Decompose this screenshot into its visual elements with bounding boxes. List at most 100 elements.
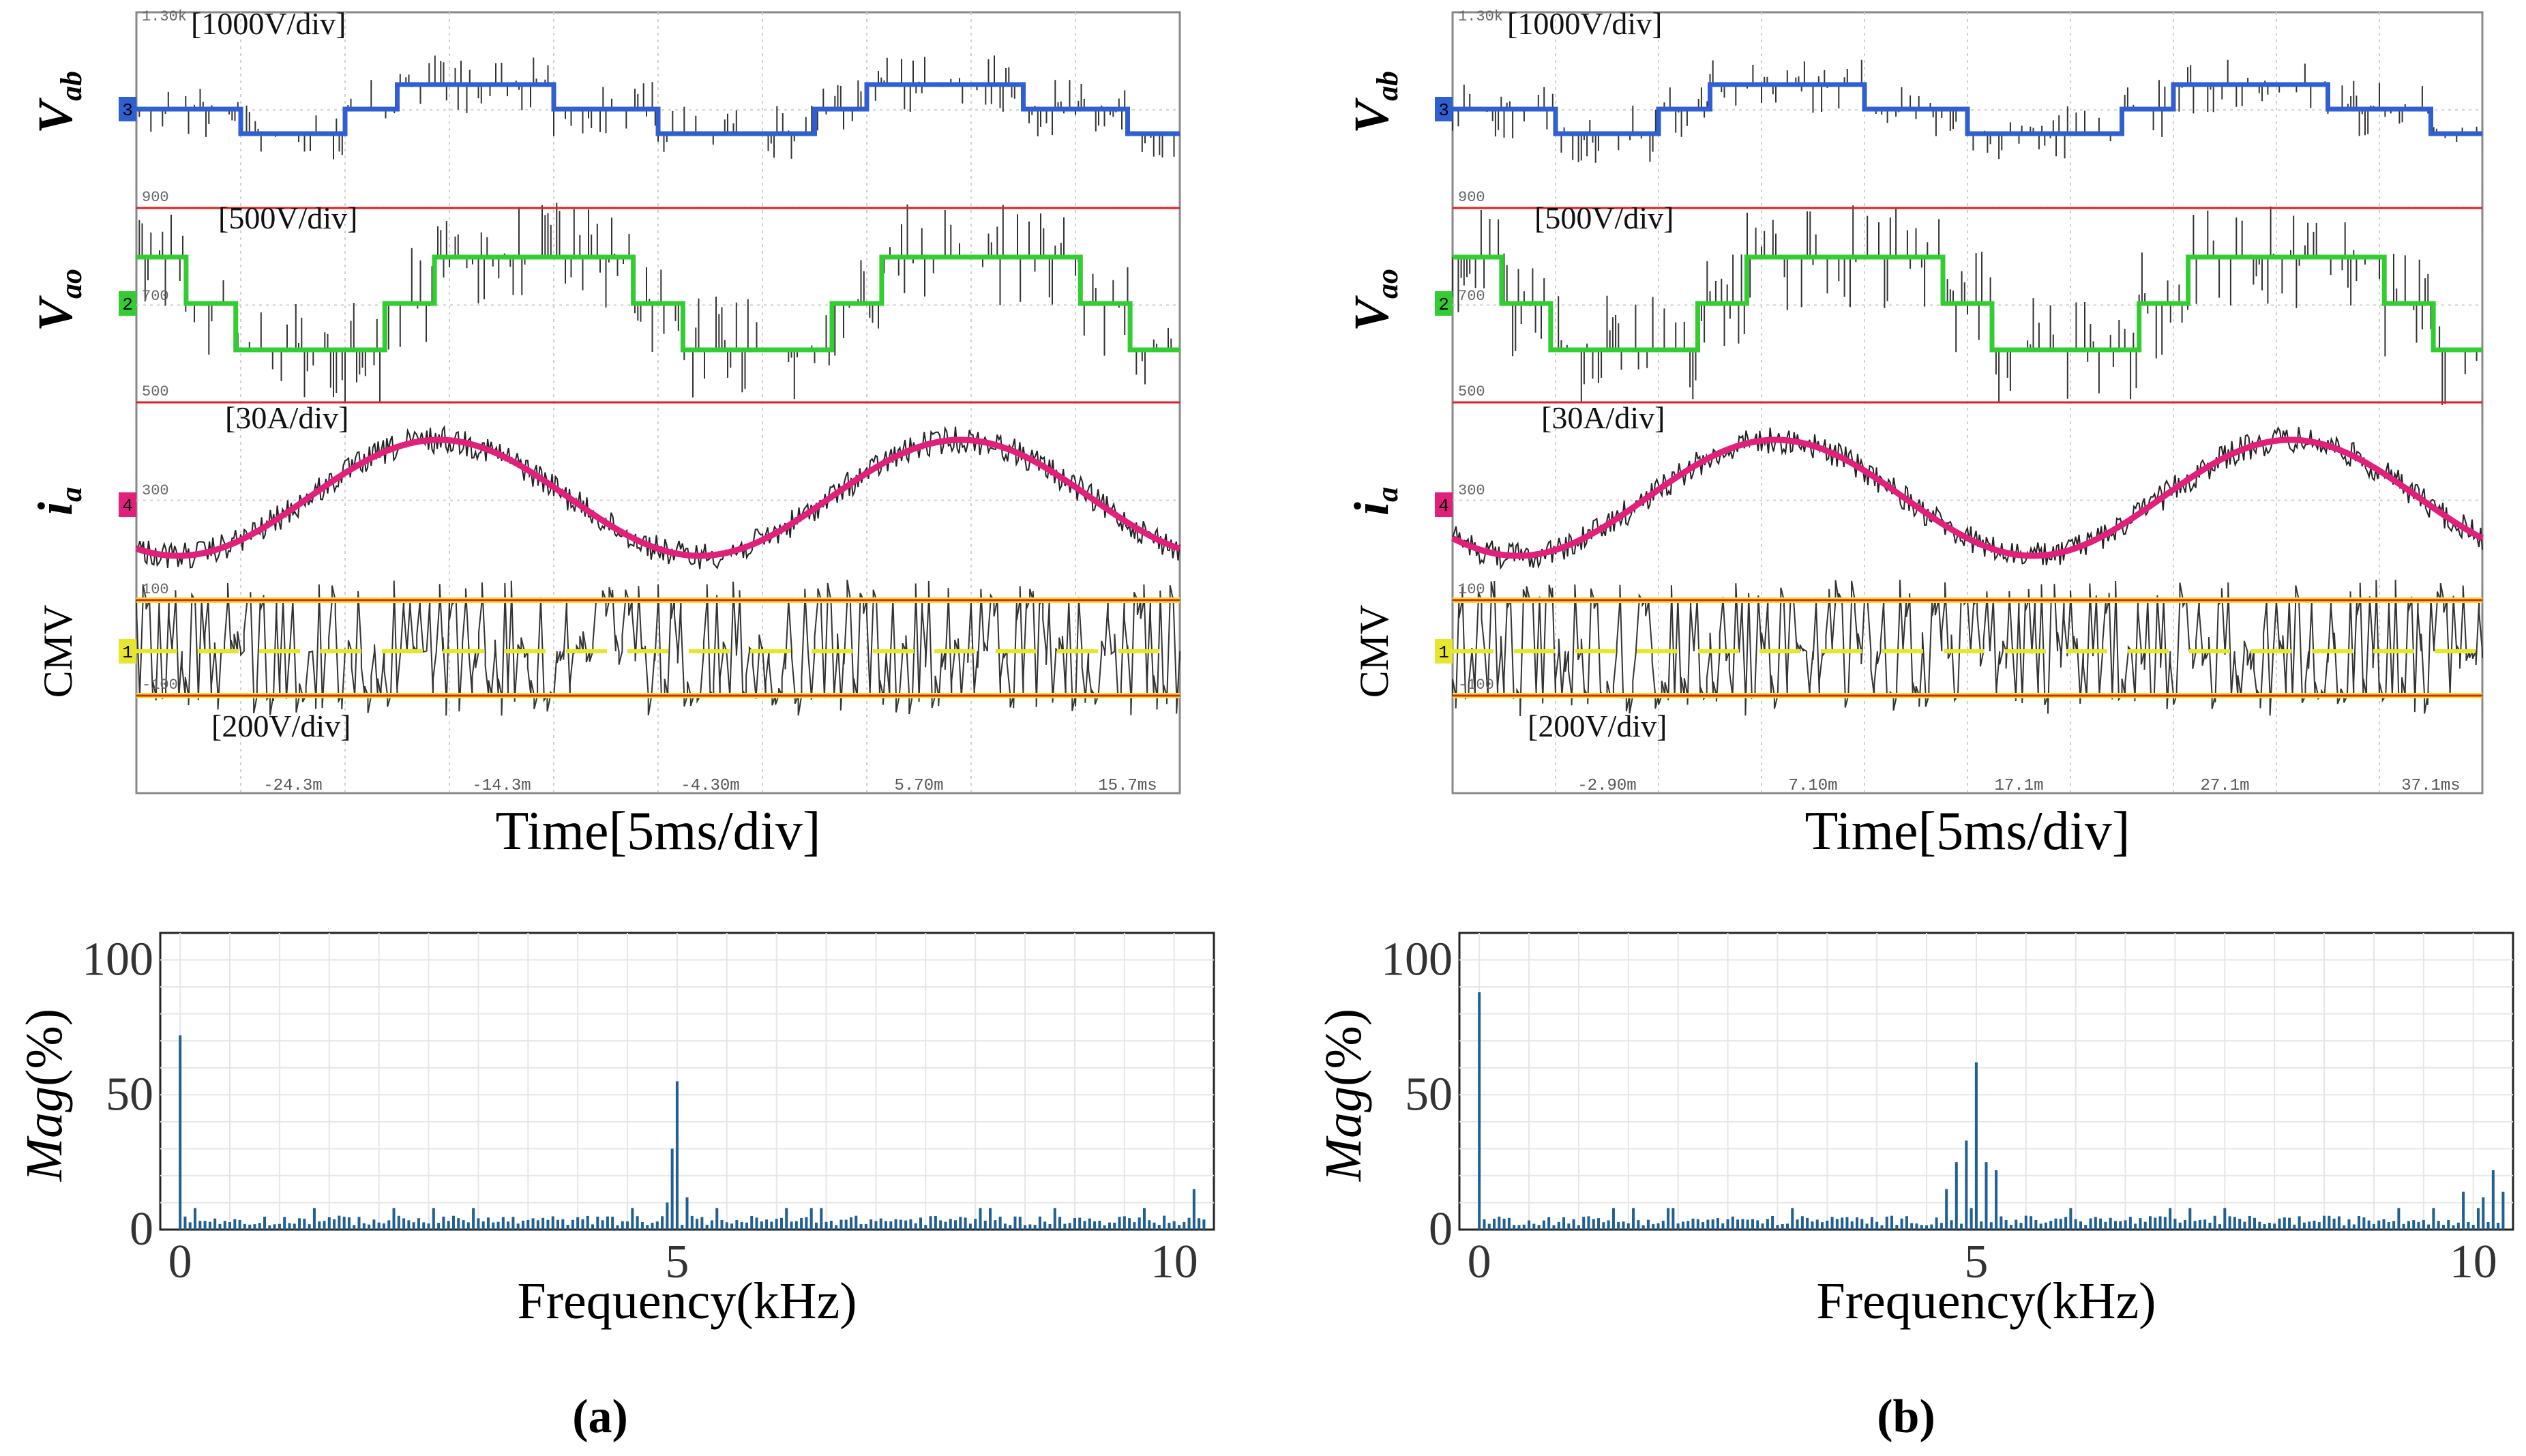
spectrum-bar bbox=[2218, 1224, 2222, 1230]
spectrum-bar bbox=[1681, 1221, 1684, 1230]
spectrum-bar bbox=[303, 1219, 306, 1230]
time-tick-label: 17.1m bbox=[1994, 777, 2043, 795]
spectrum-bar bbox=[1123, 1216, 1126, 1230]
spectrum-bar bbox=[1172, 1221, 1176, 1230]
spectrum-bar bbox=[2352, 1224, 2356, 1230]
spectrum-bar bbox=[2263, 1223, 2266, 1230]
spectrum-bar bbox=[1652, 1223, 1655, 1230]
spectrum-bar bbox=[1945, 1189, 1948, 1230]
spectrum-bar bbox=[1721, 1223, 1725, 1230]
spectrum-bar bbox=[1960, 1223, 1963, 1230]
spectrum-bar bbox=[700, 1217, 704, 1230]
spectrum-bar bbox=[1756, 1220, 1759, 1230]
spectrum-bar bbox=[1493, 1219, 1496, 1230]
spectrum-bar bbox=[914, 1223, 917, 1230]
spectrum-bar bbox=[1811, 1221, 1814, 1230]
spectrum-bar bbox=[994, 1220, 997, 1230]
spectrum-bar bbox=[2024, 1215, 2027, 1230]
spectrum-bar bbox=[1835, 1219, 1839, 1230]
spectrum-bar bbox=[1078, 1217, 1082, 1230]
spectrum-bar bbox=[392, 1208, 396, 1230]
spectrum-bar bbox=[899, 1219, 902, 1230]
scale-label: [1000V/div] bbox=[191, 6, 346, 41]
channel-marker bbox=[1435, 639, 1453, 664]
spectrum-bar bbox=[800, 1218, 803, 1230]
spectrum-bar bbox=[2253, 1217, 2257, 1230]
spectrum-bar bbox=[670, 1148, 674, 1230]
spectrum-bar bbox=[1900, 1218, 1903, 1230]
spectrum-bar bbox=[1532, 1223, 1536, 1230]
spectrum-bar bbox=[2288, 1217, 2291, 1230]
spectrum-bar bbox=[859, 1223, 863, 1230]
spectrum-bar bbox=[2358, 1216, 2361, 1230]
spectrum-bar bbox=[2238, 1219, 2242, 1230]
spectrum-bar bbox=[621, 1221, 624, 1230]
spectrum-bar bbox=[327, 1217, 331, 1230]
spectrum-bar bbox=[1841, 1217, 1844, 1230]
spectrum-bar bbox=[179, 1035, 182, 1230]
spectrum-bar bbox=[794, 1221, 798, 1230]
spectrum-bar bbox=[924, 1225, 927, 1230]
spectrum-bar bbox=[2154, 1217, 2157, 1230]
spectrum-bar bbox=[243, 1223, 246, 1230]
spectrum-bar bbox=[377, 1222, 381, 1230]
spectrum-bar bbox=[675, 1081, 679, 1230]
spectrum-bar bbox=[233, 1219, 237, 1230]
spectrum-bar bbox=[1935, 1217, 1938, 1230]
channel-name-subscript: ab bbox=[55, 71, 88, 101]
spectrum-bar bbox=[1761, 1223, 1764, 1230]
spectrum-bar bbox=[770, 1221, 773, 1230]
spectrum-bar bbox=[1676, 1223, 1680, 1230]
spectrum-bar bbox=[1038, 1216, 1041, 1230]
spectrum-bar bbox=[2462, 1191, 2465, 1230]
level-label: 1.30k bbox=[1458, 8, 1503, 25]
spectrum-bar bbox=[606, 1216, 609, 1230]
spectrum-bar bbox=[1597, 1218, 1601, 1230]
spectrum-bar bbox=[2193, 1221, 2197, 1230]
spectrum-bar bbox=[2069, 1208, 2072, 1230]
spectrum-bar bbox=[974, 1219, 977, 1230]
spectrum-bar bbox=[1702, 1222, 1705, 1230]
spectrum-bar bbox=[1895, 1225, 1899, 1230]
spectrum-bar bbox=[646, 1225, 649, 1230]
spectrum-bar bbox=[2273, 1223, 2276, 1230]
spectrum-bar bbox=[805, 1217, 808, 1230]
spectrum-bar bbox=[338, 1215, 341, 1230]
spectrum-bar bbox=[1622, 1221, 1625, 1230]
channel-name-subscript: a bbox=[55, 487, 88, 502]
spectrum-bar bbox=[551, 1216, 554, 1230]
spectrum-bar bbox=[1641, 1225, 1645, 1230]
spectrum-bar bbox=[203, 1221, 207, 1230]
spectrum-bar bbox=[2337, 1216, 2341, 1230]
spectrum-bar bbox=[318, 1221, 321, 1230]
scale-label: [500V/div] bbox=[1534, 200, 1674, 235]
spectrum-bar bbox=[1068, 1223, 1071, 1230]
scale-label: [1000V/div] bbox=[1507, 6, 1662, 41]
channel-name: Vao bbox=[28, 269, 88, 331]
spectrum-bar bbox=[561, 1219, 565, 1230]
spectrum-bar bbox=[740, 1221, 743, 1230]
spectrum-bar bbox=[765, 1219, 769, 1230]
spectrum-bar bbox=[1925, 1225, 1929, 1230]
spectrum-bar bbox=[2323, 1215, 2326, 1230]
spectrum-bar bbox=[2139, 1218, 2142, 1230]
vao-trace-noise bbox=[1452, 205, 2478, 405]
time-tick-label: 15.7ms bbox=[1098, 777, 1157, 795]
y-tick-label: 0 bbox=[1429, 1203, 1453, 1256]
spectrum-bar bbox=[1611, 1208, 1615, 1230]
spectrum-bar bbox=[1063, 1223, 1067, 1230]
spectrum-bar bbox=[879, 1218, 882, 1230]
spectrum-bar bbox=[864, 1224, 867, 1230]
spectrum-bar bbox=[690, 1215, 694, 1230]
spectrum-bar bbox=[2332, 1218, 2336, 1230]
spectrum-bar bbox=[2427, 1224, 2431, 1230]
spectrum-bar bbox=[501, 1217, 505, 1230]
spectrum-bar bbox=[964, 1217, 967, 1230]
spectrum-bar bbox=[2298, 1216, 2301, 1230]
spectrum-bar bbox=[382, 1223, 385, 1230]
spectrum-bar bbox=[809, 1208, 813, 1230]
channel-marker-label: 4 bbox=[1438, 496, 1449, 516]
spectrum-bar bbox=[755, 1217, 758, 1230]
level-label: 500 bbox=[1458, 383, 1485, 400]
spectrum-bar bbox=[576, 1217, 580, 1230]
